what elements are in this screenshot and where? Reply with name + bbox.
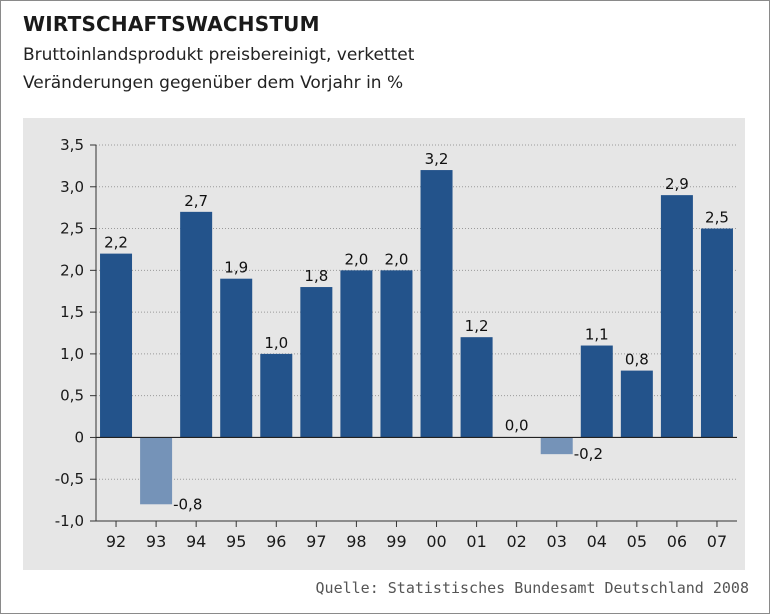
y-tick-label: 2,5: [60, 220, 84, 238]
x-tick-label: 03: [547, 532, 567, 551]
bar: [340, 270, 373, 438]
bar: [660, 195, 693, 438]
data-label: 3,2: [425, 150, 449, 168]
bar: [380, 270, 413, 438]
bar: [420, 170, 453, 438]
y-tick-label: 3,5: [60, 136, 84, 154]
x-tick-label: 07: [707, 532, 727, 551]
data-label: 0,8: [625, 351, 649, 369]
y-tick-label: 0: [74, 428, 84, 446]
x-tick-label: 00: [426, 532, 446, 551]
x-tick-label: 05: [627, 532, 647, 551]
data-label: 1,0: [264, 334, 288, 352]
chart-subtitle-line2: Veränderungen gegenüber dem Vorjahr in %: [23, 73, 404, 93]
bar: [100, 253, 133, 438]
data-label: 2,7: [184, 192, 208, 210]
bar: [620, 370, 653, 438]
data-label: 2,2: [104, 234, 128, 252]
bar: [700, 228, 733, 438]
y-tick-label: 1,5: [60, 303, 84, 321]
x-tick-label: 98: [346, 532, 366, 551]
bar: [140, 437, 173, 505]
chart-subtitle-line1: Bruttoinlandsprodukt preisbereinigt, ver…: [23, 45, 415, 65]
bar: [460, 337, 493, 438]
bar: [260, 353, 293, 438]
data-label: 2,5: [705, 209, 729, 227]
chart-title: WIRTSCHAFTSWACHSTUM: [23, 12, 320, 36]
x-tick-label: 01: [466, 532, 486, 551]
data-label: 1,2: [465, 317, 489, 335]
data-label: 1,8: [304, 267, 328, 285]
data-label: -0,2: [574, 445, 603, 463]
data-label: -0,8: [173, 495, 202, 513]
data-label: 2,0: [385, 250, 409, 268]
y-tick-label: 0,5: [60, 387, 84, 405]
bar: [220, 278, 253, 438]
x-tick-label: 92: [106, 532, 126, 551]
data-label: 0,0: [505, 416, 529, 434]
bar: [580, 345, 613, 438]
x-tick-label: 93: [146, 532, 166, 551]
data-label: 1,9: [224, 259, 248, 277]
bar: [300, 287, 333, 438]
x-tick-label: 96: [266, 532, 286, 551]
x-tick-label: 04: [587, 532, 607, 551]
y-tick-label: 3,0: [60, 178, 84, 196]
x-tick-label: 97: [306, 532, 326, 551]
x-tick-label: 06: [667, 532, 687, 551]
x-tick-label: 02: [506, 532, 526, 551]
bar: [540, 437, 573, 455]
data-label: 1,1: [585, 326, 609, 344]
bar-chart: -1,0 -0,5 0 0,5 1,0 1,5 2,0 2,5 3,0 3,5 2,2 92 -0,8 9…: [55, 136, 737, 551]
y-tick-label: 1,0: [60, 345, 84, 363]
bar: [180, 211, 213, 438]
x-tick-label: 95: [226, 532, 246, 551]
y-tick-label: 2,0: [60, 261, 84, 279]
source-note: Quelle: Statistisches Bundesamt Deutschl…: [315, 579, 749, 597]
x-tick-label: 94: [186, 532, 206, 551]
x-tick-label: 99: [386, 532, 406, 551]
y-tick-label: -0,5: [55, 470, 84, 488]
plot-area: -1,0 -0,5 0 0,5 1,0 1,5 2,0 2,5 3,0 3,5 2,2 92 -0,8 9…: [23, 118, 745, 570]
y-tick-label: -1,0: [55, 512, 84, 530]
data-label: 2,9: [665, 175, 689, 193]
data-label: 2,0: [344, 250, 368, 268]
